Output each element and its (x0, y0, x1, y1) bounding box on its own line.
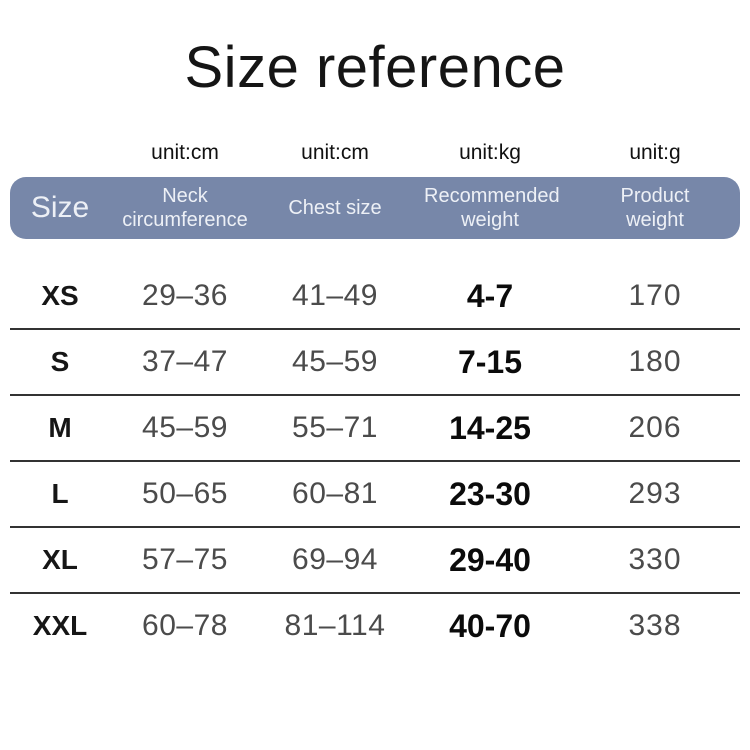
table-row-m: M 45–59 55–71 14-25 206 (10, 396, 740, 462)
unit-label-neck: unit:cm (151, 141, 219, 164)
page-title: Size reference (184, 35, 566, 100)
cell-neck-range: 60–78 (142, 609, 228, 642)
cell-size: L (51, 478, 69, 509)
cell-size: M (48, 412, 72, 443)
table-row-l: L 50–65 60–81 23-30 293 (10, 462, 740, 528)
cell-chest-range: 69–94 (292, 543, 378, 576)
header-size: Size (30, 191, 90, 224)
header-neck-circumference: Neck circumference (122, 185, 248, 231)
cell-chest-range: 60–81 (292, 477, 378, 510)
unit-label-recommended: unit:kg (459, 141, 521, 164)
table-row-xs: XS 29–36 41–49 4-7 170 (10, 264, 740, 330)
cell-size: S (50, 346, 70, 377)
cell-recommended-weight: 7-15 (457, 343, 523, 380)
cell-neck-range: 57–75 (142, 543, 228, 576)
cell-product-weight: 330 (628, 543, 682, 576)
cell-recommended-weight: 40-70 (449, 607, 531, 644)
cell-chest-range: 41–49 (292, 279, 378, 312)
table-header: Size Neck circumference Chest size Recom… (10, 177, 740, 239)
header-chest-size: Chest size (288, 197, 382, 219)
unit-label-product: unit:g (629, 141, 681, 164)
cell-recommended-weight: 23-30 (449, 475, 531, 512)
cell-chest-range: 45–59 (292, 345, 378, 378)
cell-product-weight: 338 (628, 609, 682, 642)
table-row-xl: XL 57–75 69–94 29-40 330 (10, 528, 740, 594)
cell-size: XXL (32, 610, 88, 641)
cell-neck-range: 37–47 (142, 345, 228, 378)
cell-size: XL (42, 544, 78, 575)
header-product-weight: Product weight (620, 185, 690, 231)
cell-product-weight: 293 (628, 477, 682, 510)
size-table: unit:cm unit:cm unit:kg unit:g Size Neck… (10, 134, 740, 658)
cell-chest-range: 81–114 (284, 609, 386, 642)
unit-label-chest: unit:cm (301, 141, 369, 164)
table-body: XS 29–36 41–49 4-7 170 S 37–47 45–59 7-1… (10, 264, 740, 658)
units-row: unit:cm unit:cm unit:kg unit:g (10, 134, 740, 172)
cell-size: XS (41, 280, 79, 311)
table-row-xxl: XXL 60–78 81–114 40-70 338 (10, 594, 740, 658)
cell-recommended-weight: 14-25 (449, 409, 531, 446)
cell-neck-range: 29–36 (142, 279, 228, 312)
header-recommended-weight: Recommended weight (424, 185, 560, 231)
cell-neck-range: 50–65 (142, 477, 228, 510)
cell-chest-range: 55–71 (292, 411, 378, 444)
cell-product-weight: 180 (628, 345, 682, 378)
table-row-s: S 37–47 45–59 7-15 180 (10, 330, 740, 396)
cell-product-weight: 170 (628, 279, 682, 312)
cell-neck-range: 45–59 (142, 411, 228, 444)
cell-recommended-weight: 4-7 (466, 277, 514, 314)
cell-recommended-weight: 29-40 (449, 541, 531, 578)
cell-product-weight: 206 (628, 411, 682, 444)
